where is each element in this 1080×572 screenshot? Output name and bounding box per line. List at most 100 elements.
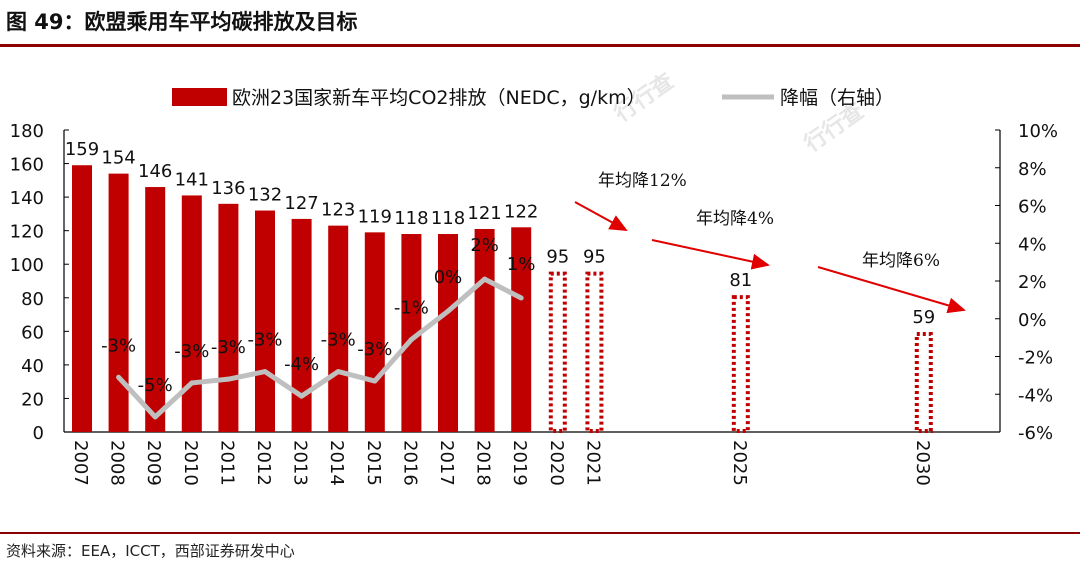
left-tick-label: 0 [33, 423, 44, 444]
bar [401, 234, 422, 432]
x-tick-label: 2010 [180, 440, 201, 486]
annotation-label: 年均降6% [862, 251, 940, 271]
source-note: 资料来源：EEA，ICCT，西部证券研发中心 [6, 542, 295, 560]
x-tick-label: 2025 [729, 440, 750, 486]
decline-point [518, 295, 524, 301]
left-tick-label: 60 [21, 322, 44, 343]
bar [108, 173, 129, 432]
bar-value-label: 95 [546, 247, 569, 268]
title-rule [0, 44, 1080, 47]
annotation-label: 年均降12% [598, 171, 687, 191]
x-tick-label: 2015 [363, 440, 384, 486]
left-tick-label: 100 [10, 255, 44, 276]
bar-value-label: 119 [358, 206, 392, 227]
bar [145, 187, 166, 432]
left-tick-label: 160 [10, 155, 44, 176]
legend-bar-label: 欧洲23国家新车平均CO2排放（NEDC，g/km） [232, 87, 646, 109]
right-tick-label: 6% [1018, 197, 1047, 218]
decline-label: 2% [470, 235, 499, 256]
left-tick-label: 80 [21, 289, 44, 310]
bar-value-label: 59 [912, 307, 935, 328]
x-tick-label: 2014 [326, 440, 347, 486]
bar [255, 210, 275, 432]
source-rule [0, 532, 1080, 534]
bar-value-label: 123 [321, 200, 355, 221]
decline-label: 1% [507, 254, 536, 275]
right-tick-label: -4% [1018, 385, 1053, 406]
right-tick-label: 10% [1018, 121, 1058, 142]
decline-point [372, 378, 378, 384]
annotation-arrow [651, 239, 770, 270]
bar-value-label: 154 [101, 148, 135, 169]
x-tick-label: 2012 [253, 440, 274, 486]
x-tick-label: 2011 [216, 440, 237, 486]
bar [328, 225, 349, 432]
right-tick-label: 0% [1018, 310, 1047, 331]
bar [218, 203, 239, 432]
right-tick-label: -2% [1018, 348, 1053, 369]
x-tick-label: 2019 [509, 440, 530, 486]
target-bar [731, 295, 750, 433]
x-tick-label: 2009 [143, 440, 164, 486]
bar-value-label: 159 [65, 139, 99, 160]
target-bar [548, 271, 567, 433]
x-tick-label: 2016 [399, 440, 420, 486]
x-tick-label: 2030 [912, 440, 933, 486]
decline-point [445, 308, 451, 314]
x-tick-label: 2017 [436, 440, 457, 486]
bar [72, 165, 92, 432]
decline-label: -3% [101, 335, 136, 356]
bar [474, 228, 495, 432]
decline-point [408, 337, 414, 343]
decline-label: -4% [284, 354, 319, 375]
figure-title: 图 49：欧盟乘用车平均碳排放及目标 [6, 10, 358, 34]
x-tick-label: 2018 [473, 440, 494, 486]
annotation-label: 年均降4% [696, 209, 774, 229]
left-tick-label: 20 [21, 389, 44, 410]
bar [181, 195, 202, 432]
left-tick-label: 40 [21, 356, 44, 377]
decline-point [335, 369, 341, 375]
annotation-arrow [574, 201, 628, 231]
decline-point [299, 393, 305, 399]
bar-value-label: 118 [394, 208, 428, 229]
decline-point [262, 369, 268, 375]
decline-label: -3% [357, 339, 392, 360]
decline-label: -3% [211, 337, 246, 358]
emission-chart: 0 20 40 60 80 100 120 140 160 180 -6% -4% -2% 0% 2% 4% 6… [10, 87, 1058, 486]
right-tick-label: 4% [1018, 234, 1047, 255]
x-tick-label: 2008 [107, 440, 128, 486]
decline-point [189, 380, 195, 386]
annotation-arrow [817, 266, 966, 314]
decline-label: -3% [321, 330, 356, 351]
decline-point [225, 376, 231, 382]
bar-value-label: 81 [729, 270, 752, 291]
bar [364, 232, 385, 432]
legend-line-label: 降幅（右轴） [780, 87, 894, 109]
decline-label: 0% [434, 267, 463, 288]
bar-value-label: 146 [138, 161, 172, 182]
x-tick-label: 2013 [290, 440, 311, 486]
target-bar [914, 332, 933, 433]
bar-value-label: 132 [248, 185, 282, 206]
bar [438, 234, 458, 432]
decline-point [482, 276, 488, 282]
bar-value-label: 136 [211, 178, 245, 199]
bar-value-label: 121 [467, 203, 501, 224]
bar-value-label: 122 [504, 201, 538, 222]
x-tick-label: 2020 [546, 440, 567, 486]
target-bar [585, 271, 604, 433]
bar-value-label: 141 [175, 169, 209, 190]
decline-label: -1% [394, 298, 429, 319]
bar-value-label: 118 [431, 208, 465, 229]
right-tick-label: 2% [1018, 272, 1047, 293]
x-tick-label: 2021 [582, 440, 603, 486]
decline-line [116, 276, 523, 420]
left-tick-label: 140 [10, 188, 44, 209]
bar-value-label: 127 [284, 193, 318, 214]
decline-label: -3% [174, 341, 209, 362]
x-tick-label: 2007 [70, 440, 91, 486]
decline-label: -5% [138, 375, 173, 396]
right-tick-label: -6% [1018, 423, 1053, 444]
bar [511, 227, 532, 432]
